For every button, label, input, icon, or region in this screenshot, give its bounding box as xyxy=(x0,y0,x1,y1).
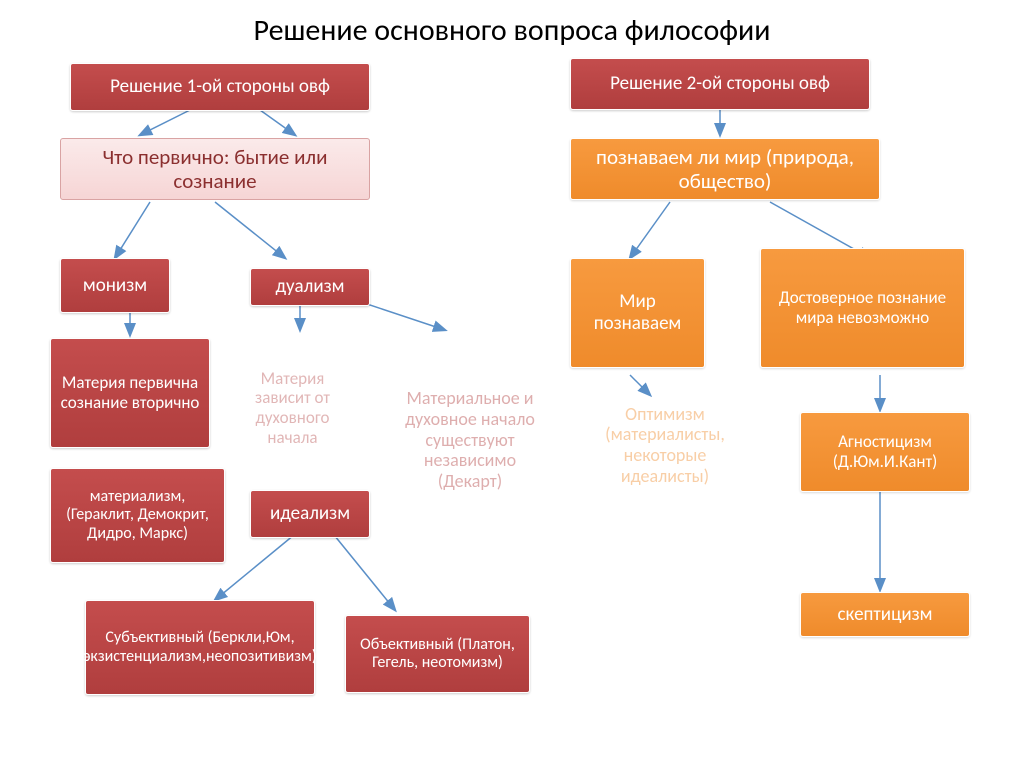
dualism-box: дуализм xyxy=(250,268,370,306)
idealism-box: идеализм xyxy=(250,490,370,538)
ghost-dualism-desc: Материальное и духовное начало существую… xyxy=(395,310,545,570)
ghost-materia-dep: Материя зависит от духовного начала xyxy=(225,318,360,498)
skepticism-box: скептицизм xyxy=(800,592,970,637)
materialism-box: материализм, (Гераклит, Демокрит, Дидро,… xyxy=(50,468,225,563)
page-title: Решение основного вопроса философии xyxy=(0,12,1024,49)
right-question: познаваем ли мир (природа, общество) xyxy=(570,138,880,200)
agnosticism-box: Агностицизм (Д.Юм.И.Кант) xyxy=(800,412,970,492)
reliable-impossible-box: Достоверное познание мира невозможно xyxy=(760,248,965,368)
left-question: Что первично: бытие или сознание xyxy=(60,138,370,200)
right-header: Решение 2-ой стороны овф xyxy=(570,58,870,110)
materia-primary-box: Материя первична сознание вторично xyxy=(50,338,210,448)
left-header: Решение 1-ой стороны овф xyxy=(70,63,370,111)
monism-box: монизм xyxy=(60,258,170,313)
subjective-box: Субъективный (Беркли,Юм, экзистенциализм… xyxy=(85,600,315,695)
objective-box: Объективный (Платон, Гегель, неотомизм) xyxy=(345,615,530,693)
world-knowable-box: Мир познаваем xyxy=(570,258,705,368)
